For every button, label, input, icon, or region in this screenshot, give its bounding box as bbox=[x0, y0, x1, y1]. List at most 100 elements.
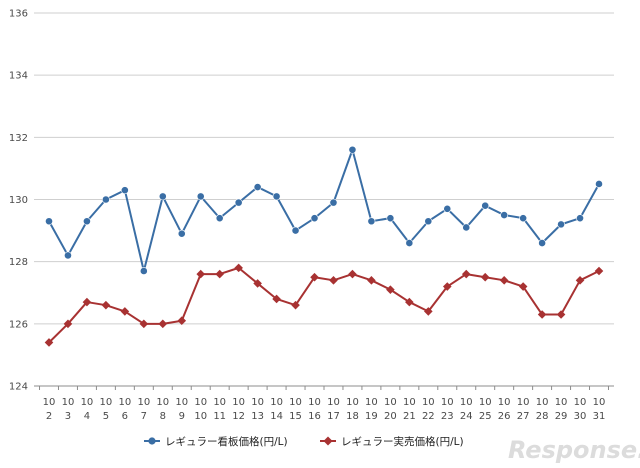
legend: レギュラー看板価格(円/L) レギュラー実売価格(円/L) bbox=[144, 435, 464, 448]
data-point-signboard bbox=[367, 217, 376, 226]
data-point-signboard bbox=[405, 239, 414, 247]
series-layer bbox=[44, 145, 604, 347]
data-point-actual bbox=[556, 310, 566, 319]
data-point-actual bbox=[348, 269, 357, 279]
data-point-signboard bbox=[519, 214, 528, 223]
data-point-actual bbox=[120, 307, 130, 316]
x-tick-day: 29 bbox=[555, 411, 568, 422]
data-point-actual bbox=[44, 338, 54, 347]
data-point-signboard bbox=[215, 214, 224, 223]
data-point-actual bbox=[82, 297, 92, 307]
data-point-signboard bbox=[64, 251, 72, 260]
x-tick-month: 10 bbox=[403, 397, 416, 408]
x-tick-month: 10 bbox=[346, 397, 359, 408]
data-point-signboard bbox=[386, 214, 395, 223]
x-tick-day: 25 bbox=[479, 411, 492, 422]
data-point-signboard bbox=[196, 192, 205, 201]
x-tick-month: 10 bbox=[175, 397, 188, 408]
x-tick-month: 10 bbox=[194, 397, 207, 408]
x-tick-month: 10 bbox=[441, 397, 454, 408]
data-point-actual bbox=[291, 300, 300, 310]
data-point-signboard bbox=[139, 267, 148, 275]
x-tick-month: 10 bbox=[574, 397, 587, 408]
data-point-actual bbox=[234, 263, 243, 273]
data-point-actual bbox=[480, 272, 490, 282]
x-tick-day: 12 bbox=[232, 411, 245, 422]
y-tick-label: 136 bbox=[9, 9, 28, 20]
data-point-signboard bbox=[557, 220, 565, 229]
data-point-actual bbox=[575, 276, 585, 285]
x-tick-day: 21 bbox=[403, 411, 416, 422]
y-tick-label: 126 bbox=[9, 319, 28, 330]
x-axis: 10 2 10 3 10 4 10 5 10 6 10 7 10 8 10 9 10 10 10 11 10 12 10 13… bbox=[34, 385, 614, 422]
x-tick-day: 7 bbox=[141, 411, 147, 422]
data-point-signboard bbox=[443, 204, 452, 213]
x-tick-month: 10 bbox=[232, 397, 245, 408]
x-tick-month: 10 bbox=[137, 397, 150, 408]
data-point-signboard bbox=[101, 195, 110, 204]
data-point-actual bbox=[367, 276, 376, 285]
data-point-signboard bbox=[253, 183, 262, 191]
data-point-actual bbox=[518, 282, 528, 291]
x-tick-day: 13 bbox=[251, 411, 264, 422]
data-point-actual bbox=[310, 272, 319, 282]
data-point-signboard bbox=[310, 214, 319, 223]
x-tick-month: 10 bbox=[289, 397, 302, 408]
data-point-actual bbox=[405, 297, 414, 307]
data-point-actual bbox=[196, 269, 206, 279]
data-point-actual bbox=[158, 319, 168, 329]
y-tick-label: 124 bbox=[9, 382, 28, 393]
x-tick-month: 10 bbox=[365, 397, 378, 408]
x-tick-month: 10 bbox=[100, 397, 113, 408]
x-tick-day: 14 bbox=[270, 411, 283, 422]
response-watermark: Response. bbox=[508, 436, 640, 464]
x-tick-day: 16 bbox=[308, 411, 321, 422]
x-tick-month: 10 bbox=[536, 397, 549, 408]
data-point-signboard bbox=[424, 217, 433, 226]
x-tick-day: 22 bbox=[422, 411, 435, 422]
series-line-signboard bbox=[48, 148, 600, 272]
x-tick-day: 15 bbox=[289, 411, 302, 422]
x-tick-day: 31 bbox=[593, 411, 606, 422]
data-point-signboard bbox=[462, 223, 471, 232]
legend-signboard-label: レギュラー看板価格(円/L) bbox=[165, 435, 288, 448]
data-point-actual bbox=[215, 269, 224, 279]
data-point-signboard bbox=[348, 145, 357, 154]
x-tick-day: 20 bbox=[384, 411, 397, 422]
x-tick-day: 18 bbox=[346, 411, 359, 422]
x-tick-day: 24 bbox=[460, 411, 473, 422]
data-point-actual bbox=[63, 319, 73, 329]
x-tick-month: 10 bbox=[43, 397, 56, 408]
data-point-signboard bbox=[45, 217, 53, 226]
legend-item-signboard: レギュラー看板価格(円/L) bbox=[144, 435, 288, 448]
x-tick-day: 4 bbox=[84, 411, 90, 422]
data-point-actual bbox=[177, 316, 187, 326]
x-tick-day: 2 bbox=[46, 411, 52, 422]
data-point-actual bbox=[442, 282, 452, 291]
data-point-actual bbox=[537, 310, 547, 319]
y-tick-label: 134 bbox=[9, 71, 28, 82]
data-point-signboard bbox=[83, 217, 91, 226]
x-tick-month: 10 bbox=[555, 397, 568, 408]
x-tick-month: 10 bbox=[156, 397, 169, 408]
x-tick-month: 10 bbox=[479, 397, 492, 408]
data-point-signboard bbox=[500, 211, 509, 219]
y-tick-label: 128 bbox=[9, 257, 28, 268]
y-tick-label: 132 bbox=[9, 133, 28, 144]
x-tick-month: 10 bbox=[270, 397, 283, 408]
data-point-signboard bbox=[158, 192, 167, 201]
x-tick-month: 10 bbox=[308, 397, 321, 408]
y-axis: 124 126 128 130 132 134 136 bbox=[9, 9, 28, 393]
data-point-actual bbox=[424, 307, 433, 316]
x-tick-month: 10 bbox=[327, 397, 340, 408]
data-point-actual bbox=[253, 279, 262, 288]
x-tick-day: 8 bbox=[160, 411, 166, 422]
x-tick-month: 10 bbox=[422, 397, 435, 408]
data-point-signboard bbox=[177, 229, 186, 238]
x-tick-month: 10 bbox=[62, 397, 75, 408]
data-point-actual bbox=[386, 285, 395, 294]
series-line-actual bbox=[48, 266, 600, 344]
x-tick-day: 30 bbox=[574, 411, 587, 422]
x-tick-day: 23 bbox=[441, 411, 454, 422]
